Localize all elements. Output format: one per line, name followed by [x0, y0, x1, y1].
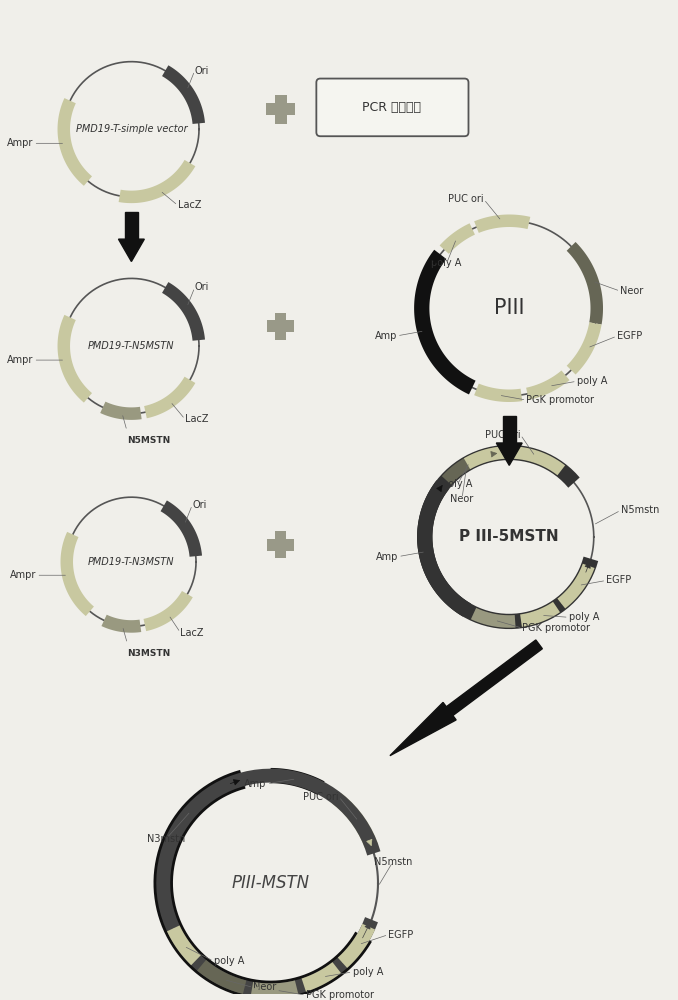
Text: EGFP: EGFP — [388, 930, 414, 940]
Text: EGFP: EGFP — [617, 331, 642, 341]
Text: N5mstn: N5mstn — [374, 857, 412, 867]
Text: P III-5MSTN: P III-5MSTN — [460, 529, 559, 544]
Polygon shape — [496, 443, 522, 465]
Text: LacZ: LacZ — [180, 628, 204, 638]
Text: N5mstn: N5mstn — [621, 505, 659, 515]
Bar — [125, 212, 138, 239]
Text: Ampr: Ampr — [7, 138, 33, 148]
Text: EGFP: EGFP — [606, 575, 632, 585]
Polygon shape — [390, 640, 542, 756]
Text: PIII: PIII — [494, 298, 525, 318]
Bar — [267, 320, 294, 332]
Text: poly A: poly A — [569, 612, 599, 622]
Text: Ori: Ori — [195, 282, 209, 292]
Text: Amp: Amp — [374, 331, 397, 341]
Text: poly A: poly A — [431, 258, 462, 268]
Text: N5MSTN: N5MSTN — [127, 436, 170, 445]
Bar — [275, 313, 286, 340]
Bar — [275, 531, 286, 558]
Text: poly A: poly A — [214, 956, 244, 966]
Text: N3mstn: N3mstn — [147, 834, 185, 844]
Text: poly A: poly A — [577, 376, 607, 386]
Text: PMD19-T-N5MSTN: PMD19-T-N5MSTN — [88, 341, 175, 351]
Text: PMD19-T-simple vector: PMD19-T-simple vector — [75, 124, 187, 134]
Text: Ori: Ori — [193, 500, 207, 510]
Text: Neor: Neor — [254, 982, 277, 992]
Text: Amp: Amp — [376, 552, 398, 562]
Text: Neor: Neor — [620, 286, 643, 296]
Text: Ampr: Ampr — [7, 355, 33, 365]
Text: PCR 扩增产物: PCR 扩增产物 — [363, 101, 422, 114]
Text: Amp: Amp — [244, 779, 266, 789]
Bar — [503, 416, 516, 443]
FancyBboxPatch shape — [317, 79, 468, 136]
Text: Ampr: Ampr — [10, 570, 37, 580]
Text: PUC ori: PUC ori — [485, 430, 521, 440]
Text: PUC ori: PUC ori — [448, 194, 483, 204]
Text: Neor: Neor — [450, 494, 474, 504]
Bar — [275, 95, 287, 124]
Text: LacZ: LacZ — [185, 414, 209, 424]
Text: PGK promotor: PGK promotor — [306, 990, 374, 1000]
Text: PGK promotor: PGK promotor — [523, 623, 591, 633]
Polygon shape — [119, 239, 144, 262]
Text: PUC ori: PUC ori — [303, 792, 339, 802]
Bar — [266, 103, 295, 115]
Text: Ori: Ori — [195, 66, 209, 76]
Text: LacZ: LacZ — [178, 200, 201, 210]
Text: poly A: poly A — [353, 967, 383, 977]
Text: poly A: poly A — [443, 479, 473, 489]
Bar — [267, 539, 294, 551]
Text: PMD19-T-N3MSTN: PMD19-T-N3MSTN — [88, 557, 175, 567]
Text: PGK promotor: PGK promotor — [526, 395, 595, 405]
Text: PIII-MSTN: PIII-MSTN — [232, 874, 310, 892]
Text: N3MSTN: N3MSTN — [127, 649, 171, 658]
